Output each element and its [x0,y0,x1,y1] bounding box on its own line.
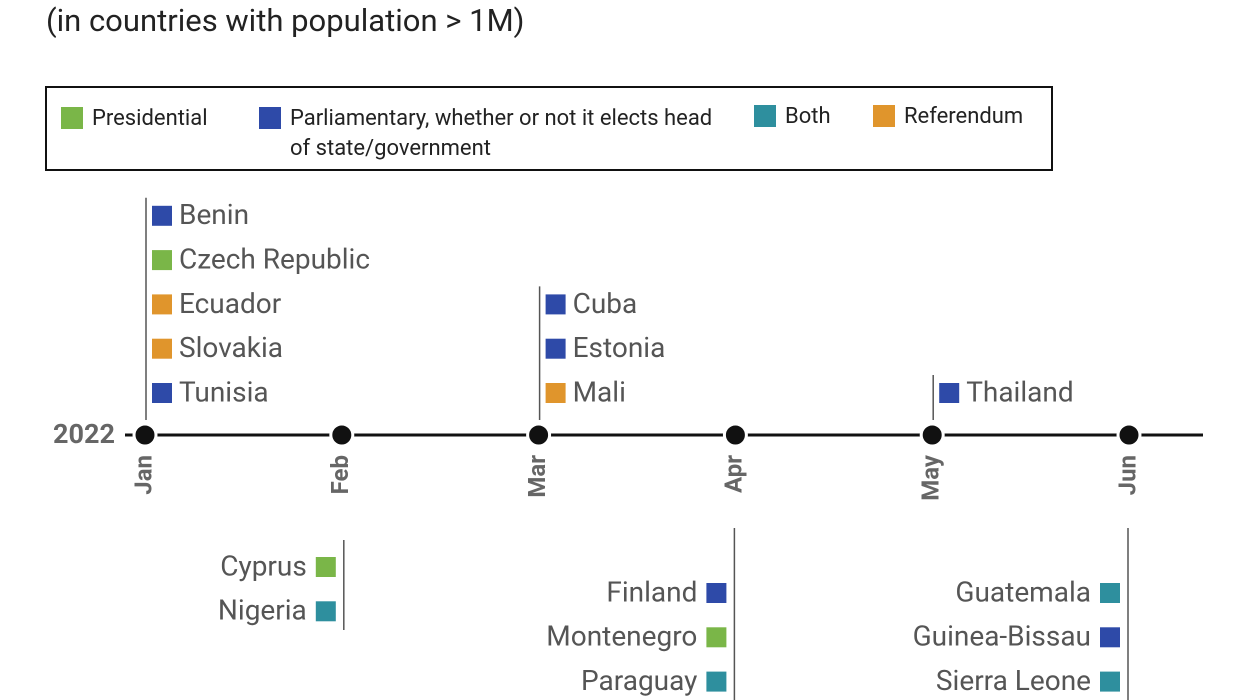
entry-swatch [1100,627,1120,648]
legend-swatch [61,107,83,129]
country-label: Nigeria [218,594,307,627]
entry-swatch [315,557,336,577]
legend-swatch [754,105,776,127]
entry-swatch [545,383,566,403]
legend-label: Parliamentary, whether or not it elects … [290,106,713,161]
entry-swatch [545,294,566,315]
entry-swatch [315,601,336,622]
country-label: Guatemala [955,575,1091,608]
month-dot [329,422,355,448]
entry-swatch [706,627,727,648]
legend-swatch [873,105,895,127]
month-dot [722,422,748,448]
entry-swatch [152,205,172,226]
country-label: Benin [179,198,249,231]
entry-swatch [152,383,172,403]
legend-item: Both [754,102,864,132]
country-label: Czech Republic [179,242,370,275]
country-label: Sierra Leone [936,664,1091,697]
country-label: Cuba [573,287,638,320]
country-label: Estonia [573,331,666,364]
legend-label: Both [785,104,831,129]
legend-swatch [259,107,281,129]
country-label: Slovakia [179,331,283,364]
subtitle: (in countries with population > 1M) [46,2,525,39]
entry-swatch [1100,671,1120,692]
country-label: Thailand [966,375,1073,408]
country-label: Cyprus [220,549,307,582]
legend-item: Parliamentary, whether or not it elects … [259,104,719,164]
month-label: Jun [1113,455,1141,495]
entry-swatch [152,250,172,271]
country-label: Guinea-Bissau [913,620,1091,653]
month-dot [919,422,945,448]
month-dot [526,422,552,448]
country-label: Paraguay [581,664,697,697]
entry-swatch [939,383,960,403]
legend: Presidential Parliamentary, whether or no… [45,86,1053,171]
legend-label: Referendum [904,104,1024,129]
legend-label: Presidential [92,106,208,131]
country-label: Ecuador [179,287,282,320]
entry-swatch [545,338,566,359]
entry-swatch [152,294,172,315]
month-label: Apr [720,455,748,493]
month-label: May [917,454,945,501]
month-dot [1116,422,1142,448]
entry-swatch [706,583,727,603]
country-label: Montenegro [546,620,697,653]
year-label: 2022 [53,418,115,450]
country-label: Mali [573,375,626,408]
country-label: Tunisia [179,375,269,408]
legend-item: Presidential [61,104,241,134]
entry-swatch [1100,583,1120,603]
entry-swatch [152,338,172,359]
month-label: Jan [129,455,157,495]
month-label: Feb [326,455,354,494]
entry-swatch [706,671,727,692]
month-label: Mar [523,455,551,498]
legend-item: Referendum [873,102,1053,132]
country-label: Finland [606,575,697,608]
month-dot [132,422,158,448]
